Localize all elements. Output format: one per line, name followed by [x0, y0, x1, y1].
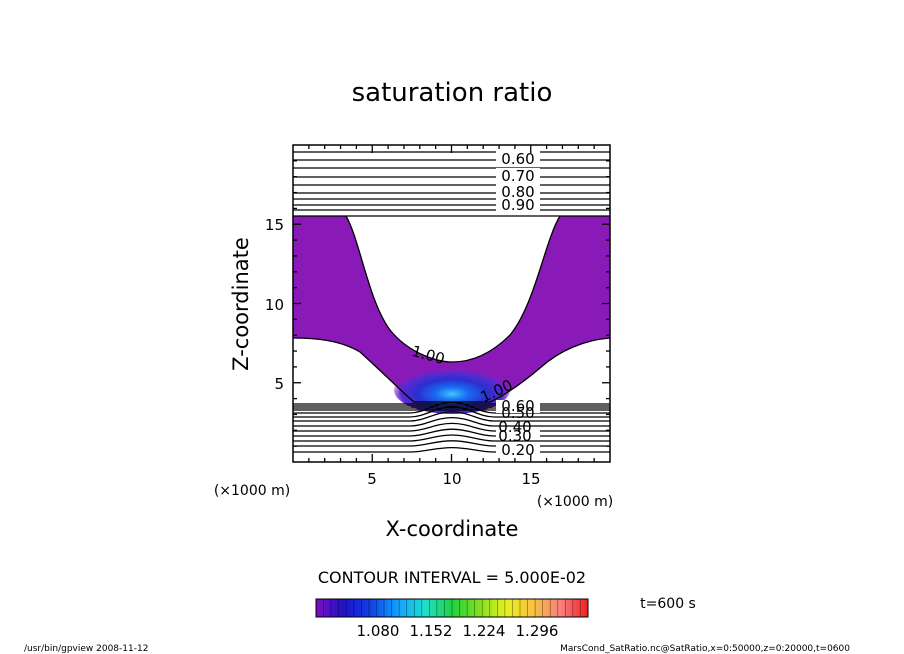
contour-line: [293, 411, 610, 422]
contour-label: 0.60: [501, 397, 534, 415]
contour-line: [293, 446, 610, 453]
y-axis-label: Z-coordinate: [229, 237, 253, 371]
contour-interval-text: CONTOUR INTERVAL = 5.000E-02: [318, 568, 586, 587]
contour-label: 0.30: [498, 427, 531, 445]
contour-label: 0.80: [501, 183, 534, 201]
axis-ticks: [293, 145, 610, 462]
y-unit-label: (×1000 m): [214, 483, 290, 499]
footer-right: MarsCond_SatRatio.nc@SatRatio,x=0:50000,…: [560, 644, 850, 654]
filled-region: [293, 216, 610, 402]
contour-u-inner: [345, 215, 561, 363]
contour-label: 0.40: [498, 418, 531, 436]
contour-1.00-outline: [293, 337, 610, 403]
colorbar-tick-label: 1.224: [463, 622, 506, 640]
contour-line: [293, 434, 610, 442]
contour-line: [293, 440, 610, 447]
y-tick-label: 5: [274, 375, 284, 393]
contour-line: [293, 406, 610, 418]
y-tick-label: 10: [265, 296, 284, 314]
x-tick-label: 10: [442, 470, 461, 488]
time-label: t=600 s: [640, 596, 696, 612]
contour-line: [293, 416, 610, 427]
colorbar-tick-label: 1.296: [516, 622, 559, 640]
lower-contour-lines: [293, 401, 610, 453]
contour-labels-upper: 0.60 0.70 0.80 0.90: [496, 150, 540, 214]
y-tick-label: 15: [265, 216, 284, 234]
x-tick-label: 5: [367, 470, 377, 488]
colorbar-tick-label: 1.080: [357, 622, 400, 640]
contour-labels-lower: 0.60 0.50 0.40 0.30 0.20: [496, 397, 540, 459]
colorbar-tick-label: 1.152: [410, 622, 453, 640]
contour-line: [293, 428, 610, 437]
colorbar-divisions: [323, 599, 581, 617]
x-tick-label: 15: [521, 470, 540, 488]
contour-label: 0.20: [501, 441, 534, 459]
contour-label: 0.70: [501, 167, 534, 185]
contour-label: 0.60: [501, 150, 534, 168]
upper-contour-lines: [293, 151, 610, 217]
x-unit-label: (×1000 m): [537, 494, 613, 510]
x-axis-label: X-coordinate: [386, 517, 519, 541]
contour-line: [293, 401, 610, 414]
contour-line: [293, 422, 610, 432]
footer-left: /usr/bin/gpview 2008-11-12: [24, 644, 148, 654]
chart-title: saturation ratio: [352, 78, 553, 108]
contour-label: 0.50: [501, 404, 534, 422]
plot-area: [293, 151, 610, 453]
contour-label: 0.90: [501, 196, 534, 214]
